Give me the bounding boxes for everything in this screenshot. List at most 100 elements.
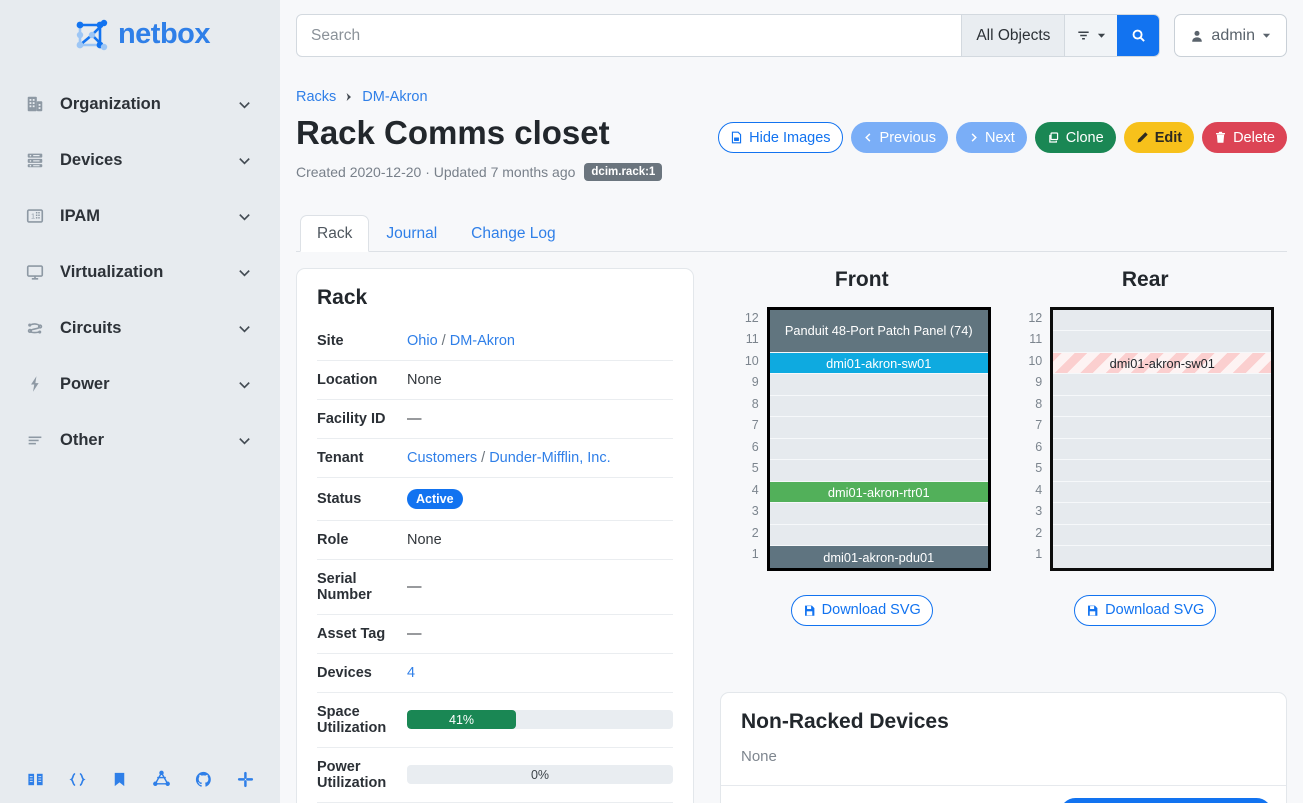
space-utilization-fill: [407, 710, 517, 730]
action-buttons: Hide Images Previous Next: [718, 114, 1287, 153]
page-meta: Created 2020-12-20 · Updated 7 months ag…: [296, 162, 663, 181]
sidebar-item-other[interactable]: Other: [0, 412, 280, 468]
unit-number: 12: [744, 310, 759, 325]
delete-button[interactable]: Delete: [1202, 122, 1287, 153]
github-icon[interactable]: [193, 769, 213, 789]
tab-rack[interactable]: Rack: [300, 214, 370, 252]
slack-icon[interactable]: [235, 769, 255, 789]
sidebar-item-virtualization[interactable]: Virtualization: [0, 244, 280, 300]
table-row: Role None: [317, 519, 673, 560]
breadcrumb-item-racks[interactable]: Racks: [296, 89, 337, 105]
sidebar-item-power[interactable]: Power: [0, 356, 280, 412]
rack-unit-device[interactable]: dmi01-akron-sw01: [769, 352, 988, 375]
sidebar-item-ipam[interactable]: 1 IPAM: [0, 188, 280, 244]
table-row: Serial Number —: [317, 558, 673, 615]
sidebar-item-devices[interactable]: Devices: [0, 132, 280, 188]
sidebar-item-organization[interactable]: Organization: [0, 76, 280, 132]
rack-unit-device[interactable]: Panduit 48-Port Patch Panel (74): [769, 309, 988, 353]
front-download-row: Download SVG: [790, 594, 933, 626]
rack-unit-empty[interactable]: [769, 503, 988, 525]
power-utilization-value: 0%: [530, 767, 550, 782]
rack-unit-device[interactable]: dmi01-akron-rtr01: [769, 481, 988, 504]
unit-number: 11: [1029, 332, 1043, 347]
rack-info-card: Rack Site Ohio / DM-Akron: [296, 267, 694, 803]
devices-count-link[interactable]: 4: [407, 664, 416, 681]
site-link[interactable]: DM-Akron: [449, 332, 515, 349]
book-docs-icon[interactable]: [25, 769, 45, 789]
site-region-link[interactable]: Ohio: [407, 332, 438, 349]
row-value: None: [407, 359, 673, 400]
row-value: —: [407, 558, 673, 615]
brand-logo[interactable]: netbox: [0, 0, 280, 64]
download-svg-front-button[interactable]: Download SVG: [790, 594, 933, 626]
user-menu-button[interactable]: admin: [1174, 14, 1287, 57]
rack-unit-empty[interactable]: [1053, 417, 1272, 439]
unit-number: 2: [751, 525, 759, 540]
table-row: Power Utilization 0%: [317, 746, 673, 803]
rack-unit-empty[interactable]: [769, 524, 988, 547]
rack-unit-empty[interactable]: [769, 417, 988, 439]
rack-unit-empty[interactable]: [1053, 481, 1272, 504]
download-svg-rear-button[interactable]: Download SVG: [1074, 594, 1217, 626]
rack-unit-empty[interactable]: [1053, 503, 1272, 525]
sidebar-item-label: IPAM: [60, 206, 101, 225]
non-racked-empty-text: None: [741, 747, 777, 765]
graphql-icon[interactable]: [151, 769, 171, 789]
rack-unit-empty[interactable]: [1053, 524, 1272, 547]
page-meta-text: Created 2020-12-20 · Updated 7 months ag…: [296, 163, 576, 180]
row-value: Ohio / DM-Akron: [407, 322, 673, 361]
search-icon: [1131, 28, 1146, 43]
bookmark-icon[interactable]: [109, 769, 129, 789]
rack-unit-empty[interactable]: [769, 374, 988, 396]
rack-unit-empty[interactable]: [1053, 395, 1272, 418]
unit-number: 12: [1028, 310, 1043, 325]
rack-unit-empty[interactable]: [1053, 438, 1272, 461]
rack-unit-empty[interactable]: [1053, 460, 1272, 482]
row-label: Serial Number: [317, 558, 407, 615]
search-submit-button[interactable]: [1117, 15, 1160, 56]
rack-unit-empty[interactable]: [769, 395, 988, 418]
previous-button[interactable]: Previous: [850, 122, 948, 153]
rack-unit-empty[interactable]: [1053, 331, 1272, 353]
rack-unit-device[interactable]: dmi01-akron-pdu01: [769, 546, 988, 568]
caret-down-icon: [1262, 31, 1271, 40]
unit-number: 1: [751, 547, 759, 562]
search-input[interactable]: [297, 15, 962, 56]
row-label: Facility ID: [317, 398, 407, 439]
hide-images-button[interactable]: Hide Images: [718, 122, 843, 153]
row-label: Site: [317, 332, 344, 349]
breadcrumb-item-dm-akron[interactable]: DM-Akron: [362, 89, 428, 105]
rack-unit-empty[interactable]: [1053, 309, 1272, 332]
search-filter-dropdown[interactable]: [1064, 15, 1118, 56]
rack-unit-empty[interactable]: [1053, 546, 1272, 568]
tab-journal[interactable]: Journal: [369, 215, 454, 252]
clone-button[interactable]: Clone: [1034, 122, 1116, 153]
copy-icon: [1047, 131, 1060, 144]
front-rack-box: Panduit 48-Port Patch Panel (74) dmi01-a…: [766, 306, 991, 571]
tenant-group-link[interactable]: Customers: [407, 449, 478, 466]
rack-card-title: Rack: [317, 285, 368, 309]
search-scope-selector[interactable]: All Objects: [961, 15, 1065, 56]
row-label: Role: [317, 519, 407, 560]
rack-unit-empty[interactable]: [769, 460, 988, 482]
front-elevation-wrap: 12 11 10 9 8 7 6 5 4 3 2: [733, 306, 991, 571]
sidebar-item-circuits[interactable]: Circuits: [0, 300, 280, 356]
row-value: Customers / Dunder-Mifflin, Inc.: [407, 437, 673, 478]
edit-button[interactable]: Edit: [1123, 122, 1195, 153]
code-braces-api-icon[interactable]: [67, 769, 87, 789]
next-button[interactable]: Next: [955, 122, 1027, 153]
rack-unit-occupied-other-face[interactable]: dmi01-akron-sw01: [1053, 352, 1272, 375]
tenant-link[interactable]: Dunder-Mifflin, Inc.: [489, 449, 611, 466]
unit-number: 3: [1035, 504, 1043, 519]
tab-change-log[interactable]: Change Log: [454, 215, 572, 252]
front-unit-numbers: 12 11 10 9 8 7 6 5 4 3 2: [733, 307, 759, 571]
row-label: Status: [317, 476, 407, 521]
right-column: Front 12 11 10 9 8 7 6 5 4: [720, 268, 1287, 803]
rack-card-body: Site Ohio / DM-Akron Location None: [297, 322, 693, 803]
rack-unit-empty[interactable]: [769, 438, 988, 461]
add-non-racked-device-button[interactable]: Add a Non-Racked Device: [1060, 797, 1272, 803]
rack-unit-empty[interactable]: [1053, 374, 1272, 396]
sidebar-item-label: Devices: [60, 150, 123, 169]
row-label: Asset Tag: [317, 613, 407, 654]
value-joiner: /: [441, 332, 446, 349]
